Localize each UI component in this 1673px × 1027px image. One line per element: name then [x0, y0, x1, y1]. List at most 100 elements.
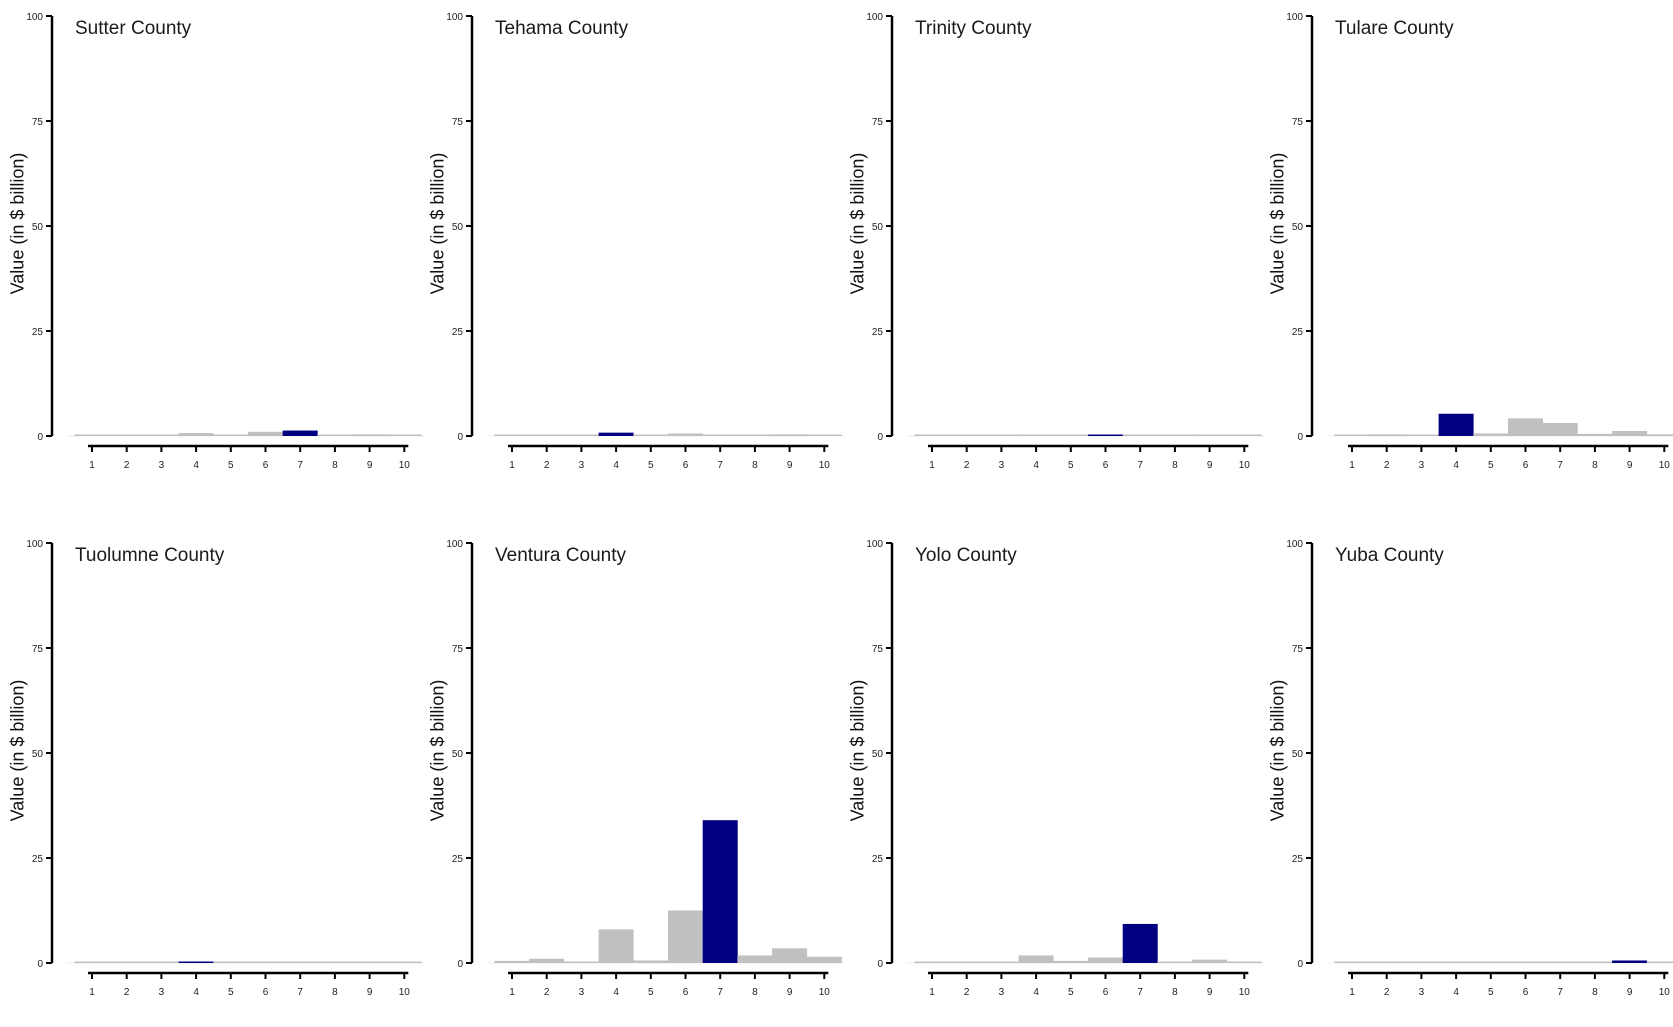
- bar-4: [598, 929, 634, 963]
- y-tick-label: 0: [1297, 432, 1303, 443]
- panel-title: Trinity County: [915, 18, 1032, 39]
- x-tick-label: 5: [228, 460, 234, 471]
- bar-4: [178, 961, 214, 963]
- bar-8: [1577, 961, 1613, 963]
- x-tick-label: 10: [399, 460, 411, 471]
- bar-9: [1612, 960, 1648, 963]
- bar-8: [737, 955, 773, 963]
- bar-8: [737, 434, 773, 436]
- x-tick-label: 6: [1103, 460, 1109, 471]
- x-tick-label: 2: [964, 987, 970, 998]
- x-tick-label: 9: [367, 987, 373, 998]
- y-tick-label: 50: [452, 222, 464, 233]
- x-tick-label: 8: [752, 460, 758, 471]
- bar-2: [109, 434, 145, 436]
- x-tick-label: 8: [332, 987, 338, 998]
- bar-6: [248, 961, 283, 963]
- y-tick-label: 0: [877, 432, 883, 443]
- x-tick-label: 6: [1523, 987, 1529, 998]
- x-tick-label: 3: [579, 987, 585, 998]
- bar-chart-trinity: 0 25 50 75 100 1 2 3 4 5 6 7 8 9 10: [866, 12, 1266, 471]
- x-tick-label: 7: [717, 460, 723, 471]
- y-tick-label: 0: [37, 432, 43, 443]
- x-tick-label: 7: [1557, 460, 1563, 471]
- chart-panel-yolo: Yolo County Value (in $ billion) 0 25 50 75…: [840, 527, 1266, 1027]
- y-tick-label: 25: [872, 854, 884, 865]
- y-tick-label: 25: [452, 327, 464, 338]
- x-tick-label: 1: [929, 460, 935, 471]
- y-tick-label: 100: [1286, 539, 1303, 550]
- y-tick-label: 0: [457, 432, 463, 443]
- bar-3: [1403, 961, 1439, 963]
- panel-title: Tehama County: [495, 18, 629, 39]
- bar-6: [1088, 434, 1123, 436]
- x-tick-label: 5: [1488, 987, 1494, 998]
- bar-6: [668, 910, 703, 963]
- panel-title: Yolo County: [915, 545, 1017, 566]
- bar-3: [983, 434, 1019, 436]
- x-tick-label: 8: [332, 460, 338, 471]
- bar-10: [386, 961, 422, 963]
- bar-3: [983, 961, 1019, 963]
- y-tick-label: 75: [452, 644, 464, 655]
- bar-7: [702, 820, 738, 963]
- bar-7: [1542, 961, 1578, 963]
- panel-title: Yuba County: [1335, 545, 1444, 566]
- bar-6: [1088, 957, 1123, 963]
- bar-9: [1612, 430, 1648, 436]
- x-tick-label: 3: [579, 460, 585, 471]
- y-tick-label: 100: [26, 539, 43, 550]
- x-tick-label: 3: [999, 987, 1005, 998]
- chart-panel-sutter: Sutter County Value (in $ billion) 0 25 50…: [0, 0, 426, 500]
- x-tick-label: 3: [159, 460, 165, 471]
- bar-1: [914, 961, 950, 963]
- x-tick-label: 10: [1239, 460, 1251, 471]
- x-tick-label: 6: [1523, 460, 1529, 471]
- bar-5: [633, 960, 669, 963]
- bar-3: [563, 961, 599, 963]
- bar-8: [317, 434, 353, 436]
- y-tick-label: 50: [1292, 749, 1304, 760]
- panel-title: Tuolumne County: [75, 545, 225, 566]
- bar-7: [282, 961, 318, 963]
- bar-10: [1226, 961, 1262, 963]
- panel-title: Tulare County: [1335, 18, 1454, 39]
- y-tick-label: 50: [32, 749, 44, 760]
- bar-9: [772, 948, 808, 963]
- bar-2: [949, 434, 985, 436]
- panel-title: Sutter County: [75, 18, 192, 39]
- x-tick-label: 9: [1627, 987, 1633, 998]
- x-tick-label: 9: [787, 987, 793, 998]
- bar-chart-ventura: 0 25 50 75 100 1 2 3 4 5 6 7 8 9 10: [446, 539, 846, 998]
- x-tick-label: 10: [1659, 460, 1671, 471]
- bar-1: [494, 960, 530, 963]
- bar-9: [1192, 434, 1228, 436]
- bar-8: [317, 961, 353, 963]
- y-tick-label: 50: [872, 749, 884, 760]
- bar-5: [213, 961, 249, 963]
- chart-panel-yuba: Yuba County Value (in $ billion) 0 25 50 75…: [1260, 527, 1673, 1027]
- y-tick-label: 0: [877, 959, 883, 970]
- bar-10: [1646, 961, 1673, 963]
- x-tick-label: 8: [1592, 460, 1598, 471]
- y-tick-label: 25: [452, 854, 464, 865]
- y-tick-label: 100: [866, 12, 883, 23]
- bar-4: [598, 432, 634, 436]
- bar-5: [1053, 960, 1089, 963]
- x-tick-label: 8: [1172, 987, 1178, 998]
- x-tick-label: 9: [787, 460, 793, 471]
- x-tick-label: 9: [367, 460, 373, 471]
- x-tick-label: 3: [999, 460, 1005, 471]
- x-tick-label: 10: [1239, 987, 1251, 998]
- chart-panel-ventura: Ventura County Value (in $ billion) 0 25 5…: [420, 527, 846, 1027]
- y-tick-label: 100: [446, 539, 463, 550]
- bar-2: [1369, 434, 1405, 436]
- x-tick-label: 7: [297, 987, 303, 998]
- bar-chart-tulare: 0 25 50 75 100 1 2 3 4 5 6 7 8 9 10: [1286, 12, 1673, 471]
- bar-2: [529, 434, 565, 436]
- bar-1: [914, 434, 950, 436]
- x-tick-label: 10: [399, 987, 411, 998]
- bar-5: [1053, 434, 1089, 436]
- x-tick-label: 2: [1384, 460, 1390, 471]
- bar-6: [1508, 961, 1543, 963]
